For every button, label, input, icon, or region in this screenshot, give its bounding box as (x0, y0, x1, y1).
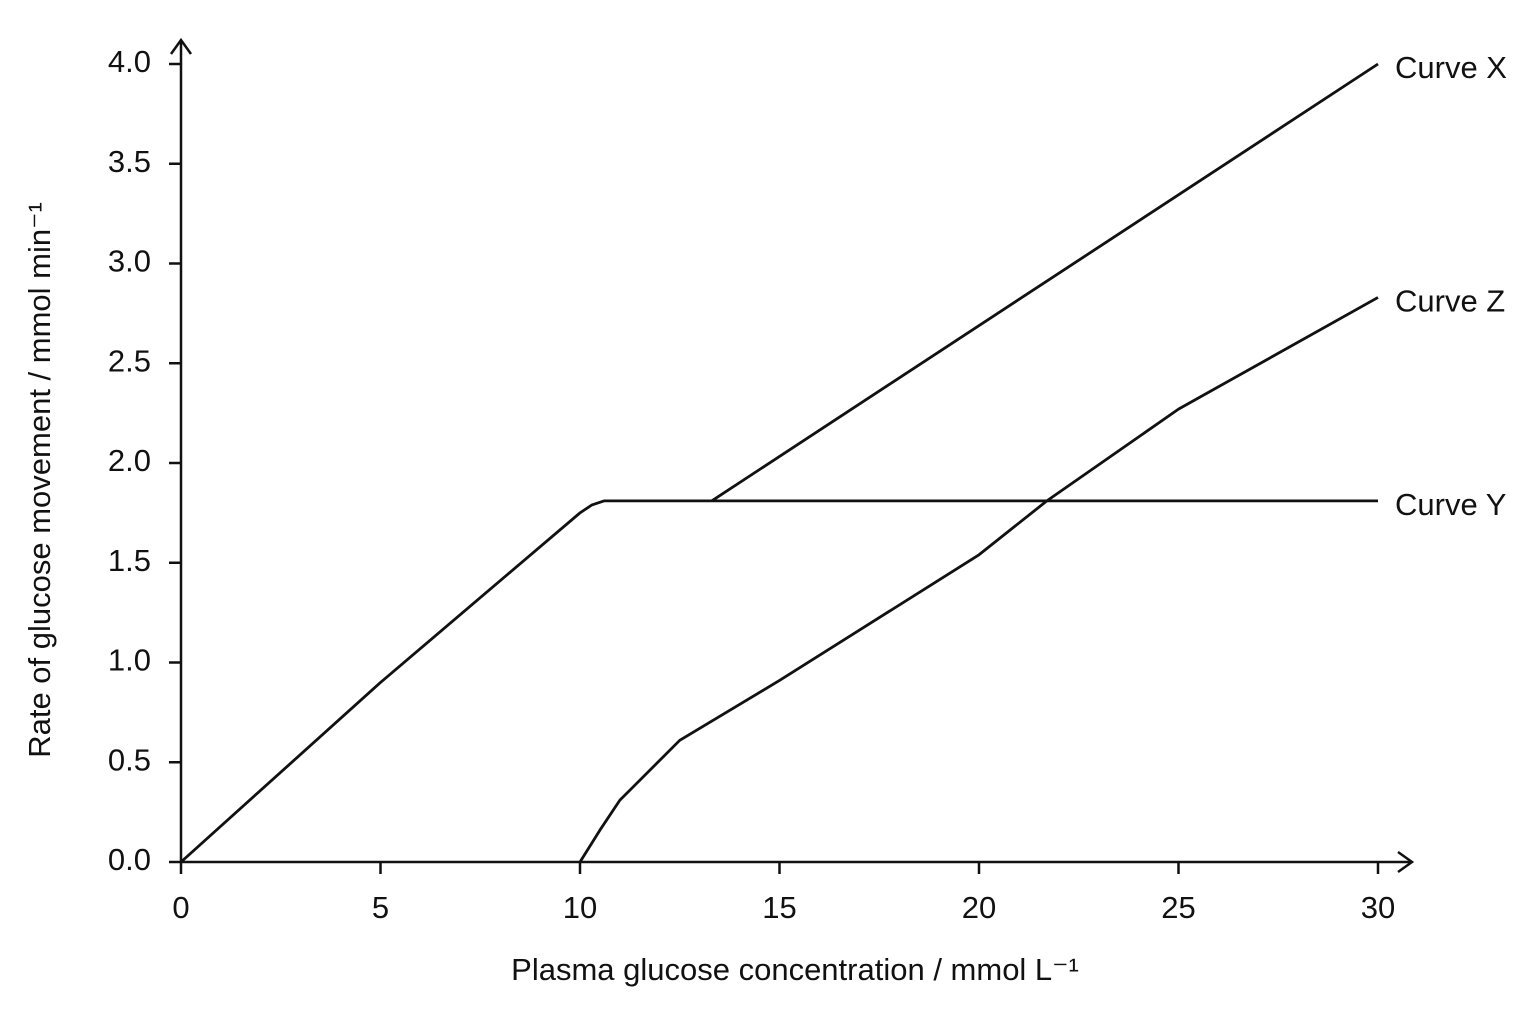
y-tick-label: 4.0 (108, 44, 151, 79)
line-label: Curve Y (1395, 487, 1506, 522)
x-axis-label: Plasma glucose concentration / mmol L⁻¹ (511, 952, 1079, 987)
y-tick-label: 1.0 (108, 643, 151, 678)
y-tick-label: 0.0 (108, 842, 151, 877)
y-axis-label: Rate of glucose movement / mmol min⁻¹ (22, 202, 57, 758)
line (180, 499, 1378, 864)
line-label: Curve Z (1395, 284, 1505, 319)
x-tick-label: 30 (1361, 890, 1395, 925)
y-tick-label: 2.0 (108, 443, 151, 478)
y-tick-label: 0.5 (108, 742, 151, 777)
line-label: Curve X (1395, 50, 1507, 85)
line (710, 62, 1379, 503)
x-tick-label: 0 (172, 890, 189, 925)
x-axis (181, 850, 1415, 874)
y-tick-label: 2.5 (108, 343, 151, 378)
x-tick-label: 25 (1161, 890, 1195, 925)
x-tick-label: 20 (962, 890, 996, 925)
x-tick-label: 10 (563, 890, 597, 925)
x-tick-label: 5 (372, 890, 389, 925)
x-tick-label: 15 (762, 890, 796, 925)
line (578, 296, 1379, 863)
y-tick-label: 3.0 (108, 244, 151, 279)
y-tick-label: 1.5 (108, 543, 151, 578)
y-axis (169, 37, 193, 862)
y-tick-label: 3.5 (108, 144, 151, 179)
